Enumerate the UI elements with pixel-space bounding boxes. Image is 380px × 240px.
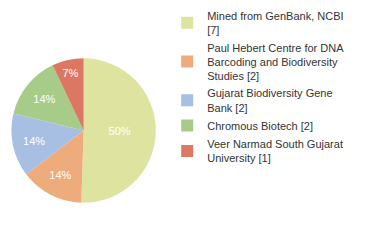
svg-text:14%: 14% (33, 93, 55, 105)
svg-text:14%: 14% (23, 135, 45, 147)
svg-text:14%: 14% (49, 169, 71, 181)
svg-text:7%: 7% (63, 67, 79, 79)
svg-text:Paul Hebert Centre for DNABarc: Paul Hebert Centre for DNABarcoding and … (207, 42, 344, 83)
svg-text:Gujarat Biodiversity GeneBank: Gujarat Biodiversity GeneBank [2] (207, 87, 332, 113)
svg-text:Chromous Biotech [2]: Chromous Biotech [2] (207, 120, 313, 132)
svg-text:Veer Narmad South GujaratUnive: Veer Narmad South GujaratUniversity [1] (207, 138, 343, 164)
svg-text:Mined from GenBank, NCBI[7]: Mined from GenBank, NCBI[7] (207, 10, 343, 36)
svg-text:50%: 50% (109, 125, 131, 137)
